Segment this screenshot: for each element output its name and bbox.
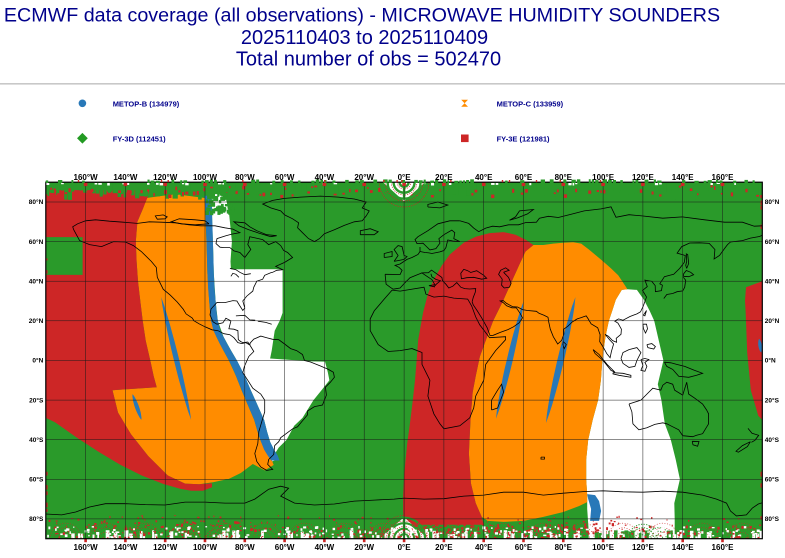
svg-text:20°E: 20°E <box>435 543 453 552</box>
svg-text:80°W: 80°W <box>235 173 255 182</box>
svg-text:20°W: 20°W <box>354 173 374 182</box>
svg-text:60°S: 60°S <box>765 476 780 484</box>
svg-text:0°N: 0°N <box>765 357 776 365</box>
svg-text:FY-3E (121981): FY-3E (121981) <box>497 134 550 143</box>
svg-text:60°N: 60°N <box>29 238 44 246</box>
svg-text:60°N: 60°N <box>765 238 780 246</box>
svg-text:80°S: 80°S <box>765 515 780 523</box>
svg-text:60°E: 60°E <box>515 173 533 182</box>
svg-text:60°S: 60°S <box>29 476 44 484</box>
svg-text:80°E: 80°E <box>555 173 573 182</box>
svg-text:Total number of obs = 502470: Total number of obs = 502470 <box>236 49 501 71</box>
svg-text:40°N: 40°N <box>29 277 44 285</box>
svg-text:40°N: 40°N <box>765 277 780 285</box>
svg-text:0°N: 0°N <box>32 357 43 365</box>
svg-text:40°E: 40°E <box>475 173 493 182</box>
svg-text:160°W: 160°W <box>74 173 99 182</box>
svg-text:160°E: 160°E <box>712 543 735 552</box>
svg-text:80°E: 80°E <box>555 543 573 552</box>
svg-text:METOP-B (134979): METOP-B (134979) <box>113 99 180 108</box>
svg-text:40°W: 40°W <box>315 543 335 552</box>
svg-text:20°N: 20°N <box>765 317 780 325</box>
svg-text:FY-3D (112451): FY-3D (112451) <box>113 134 166 143</box>
svg-text:140°W: 140°W <box>113 173 138 182</box>
svg-text:100°W: 100°W <box>193 173 218 182</box>
svg-text:METOP-C (133959): METOP-C (133959) <box>497 99 564 108</box>
svg-text:160°W: 160°W <box>74 543 99 552</box>
svg-text:100°E: 100°E <box>592 173 615 182</box>
svg-text:140°W: 140°W <box>113 543 138 552</box>
svg-text:40°S: 40°S <box>765 436 780 444</box>
svg-text:60°E: 60°E <box>515 543 533 552</box>
svg-text:0°E: 0°E <box>398 543 412 552</box>
svg-text:60°W: 60°W <box>275 543 295 552</box>
svg-text:140°E: 140°E <box>672 173 695 182</box>
svg-text:120°W: 120°W <box>153 173 178 182</box>
svg-text:20°W: 20°W <box>354 543 374 552</box>
svg-text:120°E: 120°E <box>632 543 655 552</box>
svg-text:160°E: 160°E <box>712 173 735 182</box>
svg-text:20°S: 20°S <box>765 396 780 404</box>
svg-text:20°N: 20°N <box>29 317 44 325</box>
svg-text:80°W: 80°W <box>235 543 255 552</box>
svg-text:120°W: 120°W <box>153 543 178 552</box>
svg-text:100°W: 100°W <box>193 543 218 552</box>
svg-text:80°N: 80°N <box>765 198 780 206</box>
svg-text:80°S: 80°S <box>29 515 44 523</box>
svg-text:120°E: 120°E <box>632 173 655 182</box>
svg-text:40°S: 40°S <box>29 436 44 444</box>
svg-text:40°W: 40°W <box>315 173 335 182</box>
svg-text:60°W: 60°W <box>275 173 295 182</box>
svg-text:20°S: 20°S <box>29 396 44 404</box>
svg-text:140°E: 140°E <box>672 543 695 552</box>
svg-text:ECMWF data coverage (all obser: ECMWF data coverage (all observations) -… <box>4 5 720 27</box>
svg-text:0°E: 0°E <box>398 173 412 182</box>
svg-text:80°N: 80°N <box>29 198 44 206</box>
svg-text:20°E: 20°E <box>435 173 453 182</box>
svg-text:100°E: 100°E <box>592 543 615 552</box>
svg-text:40°E: 40°E <box>475 543 493 552</box>
svg-text:2025110403 to 2025110409: 2025110403 to 2025110409 <box>241 27 488 49</box>
